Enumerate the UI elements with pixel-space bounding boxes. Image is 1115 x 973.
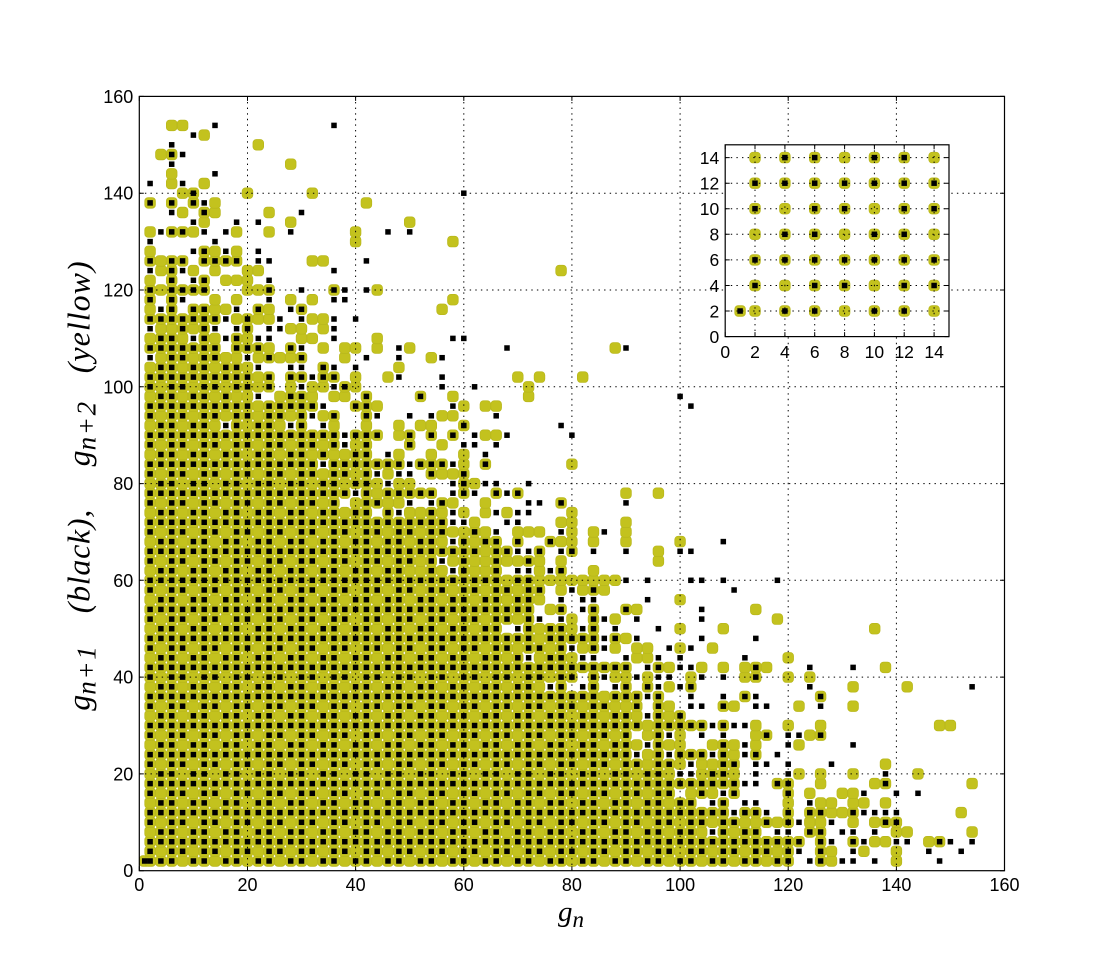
svg-text:gn+1: gn+1 (60, 645, 101, 711)
svg-text:2: 2 (750, 342, 760, 362)
svg-text:0: 0 (134, 875, 144, 895)
svg-text:160: 160 (989, 875, 1019, 895)
svg-text:80: 80 (113, 474, 133, 494)
svg-text:12: 12 (700, 174, 719, 194)
svg-text:8: 8 (840, 342, 850, 362)
svg-text:6: 6 (709, 250, 719, 270)
svg-text:20: 20 (237, 875, 257, 895)
svg-text:14: 14 (924, 342, 944, 362)
svg-text:10: 10 (700, 199, 720, 219)
svg-text:0: 0 (709, 327, 719, 347)
svg-text:40: 40 (113, 668, 133, 688)
svg-text:100: 100 (103, 377, 133, 397)
svg-text:8: 8 (709, 225, 719, 245)
svg-text:80: 80 (562, 875, 582, 895)
svg-text:120: 120 (103, 281, 133, 301)
svg-text:0: 0 (123, 861, 133, 881)
svg-text:100: 100 (665, 875, 695, 895)
svg-text:(black),: (black), (60, 510, 96, 614)
svg-text:12: 12 (894, 342, 913, 362)
svg-text:140: 140 (881, 875, 911, 895)
svg-text:4: 4 (709, 276, 719, 296)
svg-text:6: 6 (810, 342, 820, 362)
svg-text:4: 4 (780, 342, 790, 362)
svg-text:140: 140 (103, 184, 133, 204)
svg-text:20: 20 (113, 764, 133, 784)
svg-text:14: 14 (700, 148, 720, 168)
svg-text:60: 60 (454, 875, 474, 895)
svg-text:2: 2 (709, 301, 719, 321)
svg-text:120: 120 (773, 875, 803, 895)
svg-text:(yellow): (yellow) (60, 260, 96, 373)
svg-text:10: 10 (865, 342, 885, 362)
svg-text:40: 40 (346, 875, 366, 895)
svg-text:160: 160 (103, 87, 133, 107)
svg-text:60: 60 (113, 571, 133, 591)
svg-text:0: 0 (720, 342, 730, 362)
